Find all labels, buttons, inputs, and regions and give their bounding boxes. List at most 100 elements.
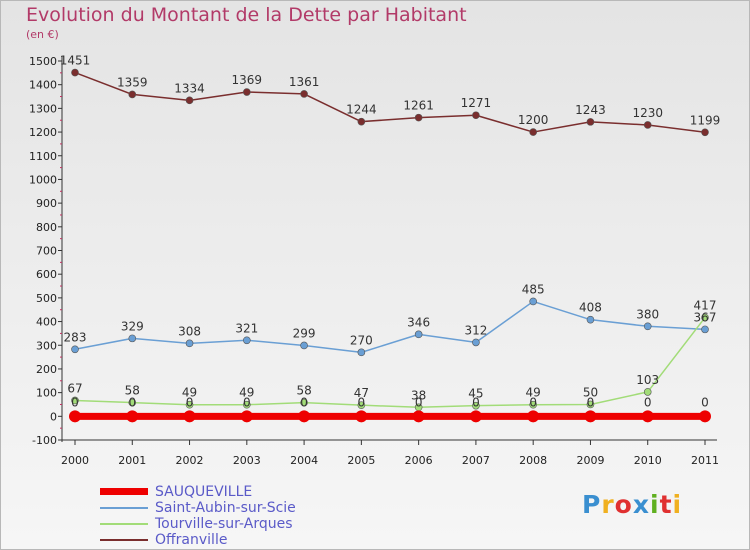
data-label-1-5: 270 xyxy=(350,333,373,347)
data-point-2-5 xyxy=(357,401,366,409)
x-tick-label: 2001 xyxy=(118,454,146,467)
x-tick-label: 2010 xyxy=(634,454,662,467)
chart-subtitle: (en €) xyxy=(26,28,59,41)
y-tick-label: 700 xyxy=(36,245,57,258)
data-label-3-8: 1200 xyxy=(518,113,549,127)
data-point-3-9 xyxy=(586,118,595,126)
y-tick-label: 1400 xyxy=(29,79,57,92)
y-tick-label: -100 xyxy=(32,434,57,447)
x-tick-label: 2011 xyxy=(691,454,719,467)
legend-label-sauqueville: SAUQUEVILLE xyxy=(155,484,253,500)
data-point-2-0 xyxy=(71,396,79,405)
data-point-2-3 xyxy=(243,400,251,409)
series-line-2 xyxy=(74,317,706,409)
data-label-0-9: 0 xyxy=(587,395,595,409)
x-tick-label: 2006 xyxy=(405,454,433,467)
data-label-0-1: 0 xyxy=(128,395,136,409)
data-point-2-11 xyxy=(701,313,709,322)
data-label-3-4: 1361 xyxy=(289,75,320,89)
data-point-0-5 xyxy=(355,410,368,423)
data-label-1-7: 312 xyxy=(464,323,487,337)
y-tick-label: 800 xyxy=(36,221,57,234)
legend-swatch-tourville xyxy=(100,523,148,525)
y-tick-label: 400 xyxy=(36,316,57,329)
data-point-0-1 xyxy=(126,410,139,423)
y-tick-label: 500 xyxy=(36,292,57,305)
data-point-1-8 xyxy=(529,297,537,306)
data-label-1-8: 485 xyxy=(522,282,545,296)
data-point-0-10 xyxy=(641,410,654,423)
data-point-2-10 xyxy=(643,388,652,396)
data-point-3-2 xyxy=(185,96,194,105)
data-label-1-11: 367 xyxy=(694,310,717,324)
data-label-0-10: 0 xyxy=(644,395,652,409)
data-label-3-3: 1369 xyxy=(232,73,263,87)
y-tick-label: 200 xyxy=(36,363,57,376)
logo-letter: P xyxy=(582,490,602,519)
legend-label-tourville: Tourville-sur-Arques xyxy=(155,516,293,532)
data-point-0-2 xyxy=(183,410,196,423)
x-tick-label: 2004 xyxy=(290,454,318,467)
data-label-1-10: 380 xyxy=(636,307,659,321)
legend-item-tourville: Tourville-sur-Arques xyxy=(100,516,360,532)
data-label-0-4: 0 xyxy=(300,395,308,409)
y-tick-label: 100 xyxy=(36,387,57,400)
x-tick-label: 2008 xyxy=(519,454,547,467)
chart-title: Evolution du Montant de la Dette par Hab… xyxy=(26,4,467,26)
data-label-2-6: 38 xyxy=(411,388,426,402)
data-point-3-4 xyxy=(300,90,308,98)
y-tick-label: 900 xyxy=(36,197,57,210)
data-label-3-0: 1451 xyxy=(60,54,91,68)
logo-letter: i xyxy=(672,490,683,519)
data-label-2-3: 49 xyxy=(239,386,254,400)
data-label-1-6: 346 xyxy=(407,315,430,329)
data-label-1-1: 329 xyxy=(121,319,144,333)
data-label-0-2: 0 xyxy=(186,395,194,409)
data-label-0-5: 0 xyxy=(358,395,366,409)
data-point-1-4 xyxy=(300,341,308,350)
data-point-0-8 xyxy=(527,410,540,423)
data-point-2-9 xyxy=(586,400,595,409)
data-label-2-1: 58 xyxy=(125,384,140,398)
data-label-3-7: 1271 xyxy=(461,96,492,110)
x-tick-label: 2000 xyxy=(61,454,89,467)
data-point-0-9 xyxy=(584,410,597,423)
data-point-1-9 xyxy=(586,315,595,324)
legend-item-sauqueville: SAUQUEVILLE xyxy=(100,484,360,500)
legend-item-saint-aubin: Saint-Aubin-sur-Scie xyxy=(100,500,360,516)
x-tick-label: 2005 xyxy=(347,454,375,467)
data-label-0-8: 0 xyxy=(529,395,537,409)
y-tick-label: 0 xyxy=(50,410,57,423)
data-label-2-5: 47 xyxy=(354,386,369,400)
y-tick-label: 1000 xyxy=(29,173,57,186)
data-point-0-7 xyxy=(469,410,482,423)
data-label-2-11: 417 xyxy=(694,299,717,313)
series-line-3 xyxy=(74,71,706,134)
x-tick-label: 2009 xyxy=(576,454,604,467)
data-label-1-4: 299 xyxy=(293,326,316,340)
legend-swatch-saint-aubin xyxy=(100,507,148,509)
logo-letter: t xyxy=(659,490,673,519)
y-tick-label: 1200 xyxy=(29,126,57,139)
data-label-3-2: 1334 xyxy=(174,81,205,95)
legend-label-offranville: Offranville xyxy=(155,532,228,548)
data-point-2-7 xyxy=(472,401,480,410)
data-point-1-1 xyxy=(128,334,137,343)
data-point-3-1 xyxy=(128,90,137,99)
data-point-0-11 xyxy=(699,410,711,423)
proxiti-logo: Proxiti xyxy=(582,490,682,519)
data-point-1-10 xyxy=(643,322,652,331)
data-point-1-2 xyxy=(185,339,194,348)
legend: SAUQUEVILLE Saint-Aubin-sur-Scie Tourvil… xyxy=(100,484,360,548)
data-point-3-8 xyxy=(529,128,537,136)
legend-swatch-offranville xyxy=(100,539,148,541)
y-tick-label: 300 xyxy=(36,339,57,352)
x-tick-label: 2007 xyxy=(462,454,490,467)
data-label-3-5: 1244 xyxy=(346,103,377,117)
data-point-0-6 xyxy=(412,410,425,423)
data-point-1-3 xyxy=(243,336,251,345)
data-label-1-2: 308 xyxy=(178,324,201,338)
legend-item-offranville: Offranville xyxy=(100,532,360,548)
legend-swatch-sauqueville xyxy=(100,488,148,495)
